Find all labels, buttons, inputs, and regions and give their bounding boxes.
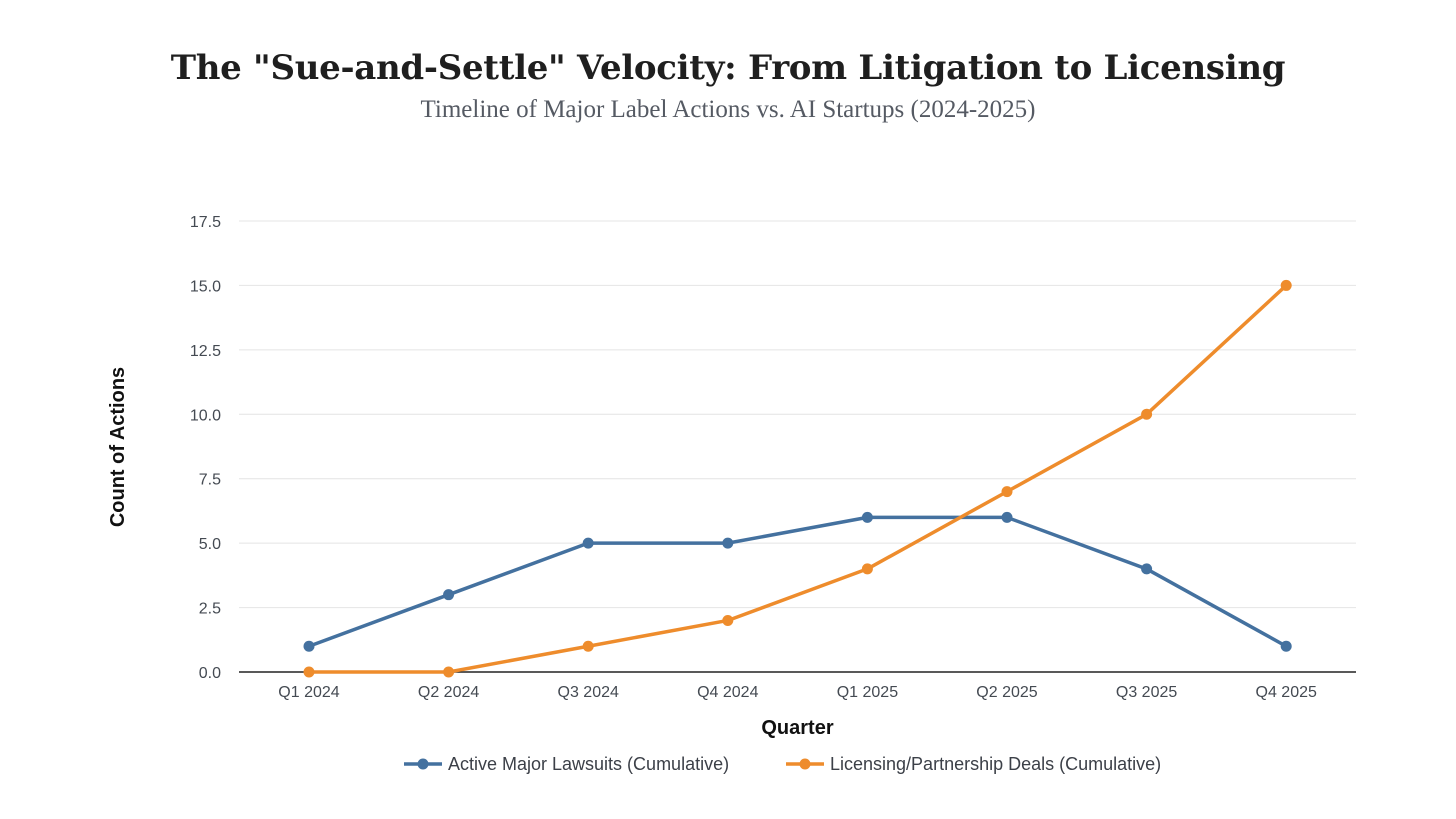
chart-title: The "Sue-and-Settle" Velocity: From Liti… [170, 48, 1286, 88]
data-point [443, 589, 455, 601]
legend-item: Licensing/Partnership Deals (Cumulative) [786, 754, 1161, 774]
y-tick-label: 0.0 [199, 665, 221, 682]
chart-subtitle: Timeline of Major Label Actions vs. AI S… [420, 96, 1036, 123]
x-tick-label: Q1 2024 [278, 684, 339, 701]
x-tick-label: Q2 2024 [418, 684, 479, 701]
data-point [1280, 279, 1292, 291]
y-tick-label: 15.0 [190, 278, 221, 295]
data-point [1141, 408, 1153, 420]
series-line [307, 515, 1288, 648]
x-axis-title: Quarter [761, 717, 833, 739]
data-point [1001, 486, 1013, 498]
data-point [582, 640, 594, 652]
legend-swatch-marker [417, 758, 429, 770]
y-tick-label: 5.0 [199, 536, 221, 553]
data-point [1141, 563, 1153, 575]
y-axis-title: Count of Actions [107, 367, 129, 527]
y-tick-label: 12.5 [190, 343, 221, 360]
data-point [303, 640, 315, 652]
x-tick-label: Q4 2024 [697, 684, 758, 701]
x-tick-label: Q3 2025 [1116, 684, 1177, 701]
gridlines [239, 220, 1356, 609]
data-point [722, 614, 734, 626]
data-point [1001, 511, 1013, 523]
data-point [582, 537, 594, 549]
series-2 [303, 279, 1292, 678]
legend-label: Active Major Lawsuits (Cumulative) [448, 754, 729, 774]
legend: Active Major Lawsuits (Cumulative) Licens… [404, 754, 1161, 774]
legend-item: Active Major Lawsuits (Cumulative) [404, 754, 729, 774]
y-axis-ticks: 0.0 2.5 5.0 7.5 10.0 12.5 15.0 17.5 [190, 214, 221, 682]
y-tick-label: 7.5 [199, 472, 221, 489]
y-tick-label: 2.5 [199, 601, 221, 618]
data-point [303, 666, 315, 678]
data-point [1280, 640, 1292, 652]
x-axis-ticks: Q1 2024 Q2 2024 Q3 2024 Q4 2024 Q1 2025 Q2 20… [278, 684, 1317, 701]
legend-label: Licensing/Partnership Deals (Cumulative) [830, 754, 1161, 774]
data-point [861, 563, 873, 575]
series-group [303, 279, 1292, 678]
x-tick-label: Q4 2025 [1256, 684, 1317, 701]
series-line [307, 283, 1288, 674]
legend-swatch-marker [799, 758, 811, 770]
x-tick-label: Q1 2025 [837, 684, 898, 701]
data-point [443, 666, 455, 678]
data-point [861, 511, 873, 523]
series-1 [303, 511, 1292, 652]
data-point [722, 537, 734, 549]
x-tick-label: Q2 2025 [976, 684, 1037, 701]
x-tick-label: Q3 2024 [558, 684, 619, 701]
y-tick-label: 10.0 [190, 407, 221, 424]
y-tick-label: 17.5 [190, 214, 221, 231]
